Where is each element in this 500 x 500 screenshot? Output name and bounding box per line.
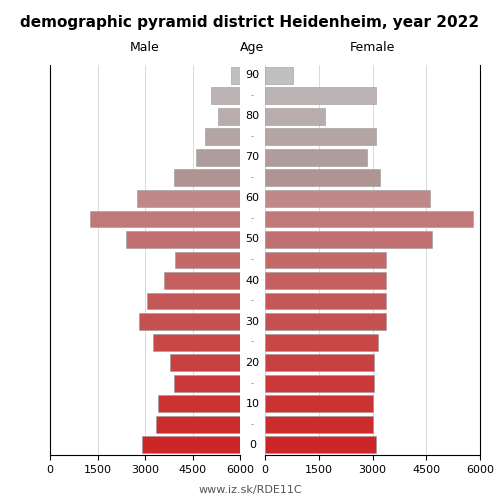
Bar	[196, 149, 240, 166]
Text: 60: 60	[246, 194, 260, 203]
Bar	[142, 436, 240, 453]
Bar	[265, 334, 378, 350]
Bar	[164, 272, 240, 289]
Bar	[265, 67, 293, 84]
Bar	[90, 210, 240, 228]
Bar	[265, 170, 380, 186]
Text: -: -	[251, 420, 254, 428]
Bar	[265, 252, 386, 268]
Text: 70: 70	[246, 152, 260, 162]
Bar	[231, 67, 240, 84]
Text: www.iz.sk/RDE11C: www.iz.sk/RDE11C	[198, 485, 302, 495]
Bar	[126, 231, 240, 248]
Text: 40: 40	[246, 276, 260, 285]
Bar	[174, 170, 240, 186]
Bar	[156, 416, 240, 432]
Bar	[137, 190, 240, 207]
Bar	[138, 313, 240, 330]
Text: -: -	[251, 338, 254, 346]
Bar	[153, 334, 240, 350]
Text: -: -	[251, 92, 254, 100]
Text: 50: 50	[246, 234, 260, 244]
Bar	[265, 416, 372, 432]
Bar	[211, 88, 240, 104]
Bar	[265, 354, 374, 371]
Bar	[265, 149, 367, 166]
Bar	[265, 210, 473, 228]
Text: Age: Age	[240, 41, 264, 54]
Bar	[265, 190, 430, 207]
Text: 20: 20	[246, 358, 260, 368]
Bar	[265, 231, 432, 248]
Text: 10: 10	[246, 398, 260, 408]
Bar	[170, 354, 240, 371]
Bar	[265, 396, 373, 412]
Bar	[265, 88, 376, 104]
Text: -: -	[251, 296, 254, 306]
Bar	[175, 252, 240, 268]
Text: -: -	[251, 256, 254, 264]
Text: 30: 30	[246, 316, 260, 326]
Bar	[265, 436, 376, 453]
Bar	[218, 108, 240, 124]
Bar	[265, 292, 386, 310]
Bar	[158, 396, 240, 412]
Text: Male: Male	[130, 41, 160, 54]
Text: -: -	[251, 378, 254, 388]
Bar	[174, 374, 240, 392]
Bar	[265, 313, 386, 330]
Text: Female: Female	[350, 41, 395, 54]
Bar	[265, 108, 325, 124]
Bar	[265, 128, 376, 146]
Bar	[265, 374, 374, 392]
Text: 80: 80	[246, 112, 260, 122]
Text: 0: 0	[249, 440, 256, 450]
Text: demographic pyramid district Heidenheim, year 2022: demographic pyramid district Heidenheim,…	[20, 15, 479, 30]
Bar	[265, 272, 386, 289]
Text: -: -	[251, 214, 254, 224]
Bar	[205, 128, 240, 146]
Bar	[146, 292, 240, 310]
Text: -: -	[251, 132, 254, 141]
Text: -: -	[251, 174, 254, 182]
Text: 90: 90	[246, 70, 260, 81]
